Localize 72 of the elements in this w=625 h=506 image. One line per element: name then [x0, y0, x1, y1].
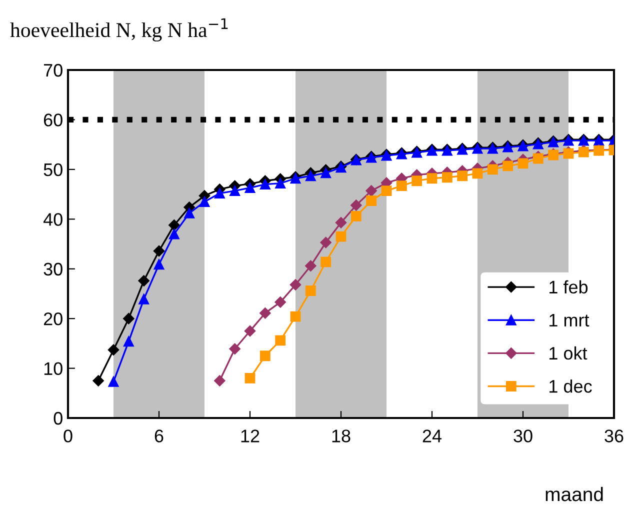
point: [168, 220, 180, 231]
x-tick-label: 18: [332, 430, 350, 442]
point: [108, 344, 120, 356]
point: [457, 170, 468, 182]
point: [518, 158, 528, 169]
point: [290, 279, 302, 290]
legend-label: 1 feb: [550, 280, 588, 294]
point: [336, 231, 346, 242]
point: [366, 196, 377, 206]
x-tick-label: 6: [154, 430, 164, 442]
point: [426, 173, 438, 184]
point: [230, 186, 240, 196]
legend-label: 1 mrt: [550, 314, 590, 327]
point: [108, 376, 119, 387]
point: [184, 208, 195, 218]
y-axis-title: hoeveelheid N, kg N ha$^{−1}$: [10, 18, 228, 42]
point: [487, 164, 498, 175]
y-tick-label: 30: [44, 262, 62, 276]
point: [229, 343, 240, 355]
point: [153, 245, 165, 257]
point: [138, 294, 150, 304]
y-tick-label: 60: [44, 114, 62, 126]
x-tick-label: 0: [64, 430, 72, 442]
point: [305, 286, 316, 296]
x-tick-label: 30: [514, 430, 532, 442]
point: [260, 307, 271, 319]
point: [366, 185, 377, 196]
legend-label: 1 dec: [550, 380, 592, 393]
point: [154, 259, 164, 270]
point: [320, 236, 332, 248]
point: [350, 200, 362, 211]
point: [305, 260, 316, 272]
y-tick-label: 0: [54, 412, 62, 425]
point: [214, 375, 226, 386]
point: [92, 375, 104, 386]
point: [274, 296, 286, 308]
point: [199, 196, 210, 207]
x-tick-label: 24: [422, 430, 442, 442]
point: [214, 188, 225, 198]
point: [260, 350, 270, 362]
point: [320, 168, 332, 178]
point: [123, 312, 134, 324]
point: [412, 176, 422, 186]
point: [335, 217, 347, 228]
x-tick-label: 36: [604, 430, 624, 442]
x-axis-title: maand: [546, 486, 603, 502]
point: [472, 168, 483, 179]
point: [123, 336, 134, 347]
point: [381, 186, 392, 196]
y-tick-label: 70: [44, 64, 62, 77]
y-tick-label: 20: [44, 312, 62, 326]
point: [244, 325, 256, 337]
point: [275, 335, 286, 346]
point: [320, 256, 332, 268]
legend-label: 1 okt: [550, 346, 588, 360]
y-tick-label: 10: [44, 362, 62, 376]
point: [442, 172, 452, 183]
point: [244, 182, 256, 194]
point: [260, 179, 270, 190]
point: [168, 228, 180, 240]
point: [305, 170, 316, 182]
x-tick-label: 12: [241, 430, 260, 442]
point: [290, 311, 301, 322]
point: [396, 180, 407, 192]
point: [502, 160, 514, 172]
point: [275, 178, 286, 189]
point: [350, 210, 362, 222]
y-tick-label: 50: [44, 163, 62, 176]
point: [138, 275, 150, 286]
y-tick-label: 40: [43, 213, 62, 226]
point: [244, 373, 256, 384]
point: [532, 153, 544, 164]
